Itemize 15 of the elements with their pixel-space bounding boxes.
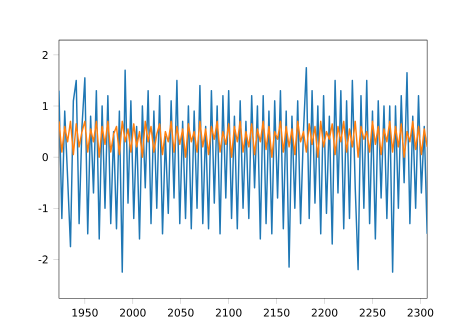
x-tick-label: 2300 — [408, 308, 434, 317]
y-tick-label: -1 — [38, 204, 48, 212]
y-tick-label: 2 — [42, 50, 48, 59]
line-series — [58, 120, 428, 158]
x-tick-label: 2250 — [360, 308, 386, 317]
x-tick-label: 2200 — [312, 308, 338, 317]
x-tick-label: 2050 — [168, 308, 194, 317]
y-tick-label: 1 — [43, 102, 48, 110]
x-tick-label: 2100 — [216, 308, 242, 317]
x-tick-label: 1950 — [72, 308, 98, 317]
x-tick-label: 2000 — [120, 308, 146, 317]
y-tick-label: 0 — [42, 153, 48, 162]
x-tick-label: 2150 — [264, 308, 290, 317]
y-tick-label: -2 — [38, 255, 48, 264]
line-series — [58, 66, 428, 273]
